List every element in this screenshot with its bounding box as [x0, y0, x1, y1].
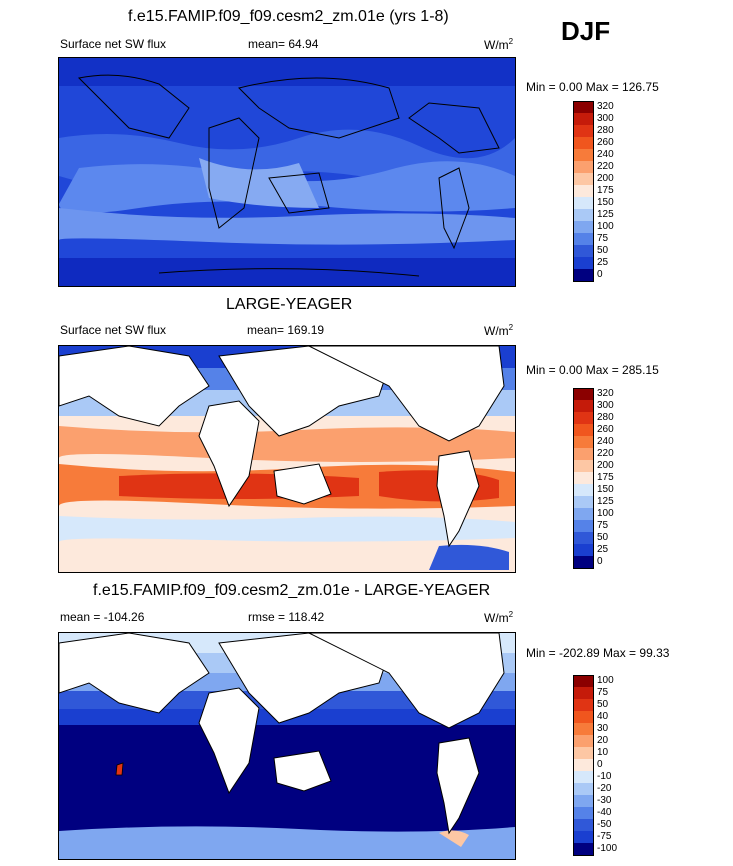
colorbar-label: 280	[597, 412, 614, 423]
colorbar-label: 125	[597, 496, 614, 507]
colorbar-label: -50	[597, 819, 612, 830]
colorbar-label: 220	[597, 448, 614, 459]
colorbar-label: 75	[597, 233, 609, 244]
panel3-title: f.e15.FAMIP.f09_f09.cesm2_zm.01e - LARGE…	[93, 582, 491, 599]
panel2-map	[58, 345, 516, 573]
colorbar-label: 220	[597, 161, 614, 172]
panel2-colorbar: 320 300 280 260 240 220 200 175 150 125 100 75 50 25 0	[573, 388, 633, 569]
colorbar-label: 260	[597, 424, 614, 435]
colorbar-label: 100	[597, 675, 614, 686]
colorbar-label: -20	[597, 783, 612, 794]
colorbar-swatch	[573, 269, 594, 282]
colorbar-label: 50	[597, 245, 609, 256]
colorbar-label: 100	[597, 221, 614, 232]
season-label: DJF	[561, 16, 611, 46]
panel1-units: W/m2	[484, 37, 514, 52]
colorbar-label: 175	[597, 185, 614, 196]
panel3-mean: mean = -104.26	[60, 610, 145, 624]
colorbar-label: 10	[597, 747, 609, 758]
colorbar-swatch	[573, 556, 594, 569]
panel2-mean: mean= 169.19	[247, 323, 325, 337]
colorbar-label: -30	[597, 795, 612, 806]
colorbar-label: 100	[597, 508, 614, 519]
panel1-title: f.e15.FAMIP.f09_f09.cesm2_zm.01e (yrs 1-…	[128, 8, 449, 25]
panel3-colorbar: 100 75 50 40 30 20 10 0 -10 -20 -30 -40 -50 -75 -100	[573, 675, 633, 856]
colorbar-label: 260	[597, 137, 614, 148]
colorbar-label: -40	[597, 807, 612, 818]
colorbar-label: 40	[597, 711, 609, 722]
colorbar-label: 0	[597, 759, 603, 770]
colorbar-label: 320	[597, 101, 614, 112]
colorbar-label: 320	[597, 388, 614, 399]
colorbar-label: 240	[597, 149, 614, 160]
panel2-units: W/m2	[484, 323, 514, 338]
panel1-colorbar: 320 300 280 260 240 220 200 175 150 125 100 75 50 25 0	[573, 101, 633, 282]
colorbar-label: 280	[597, 125, 614, 136]
colorbar-label: 50	[597, 532, 609, 543]
colorbar-label: 300	[597, 400, 614, 411]
colorbar-label: 50	[597, 699, 609, 710]
panel1-map	[58, 57, 516, 287]
panel3-rmse: rmse = 118.42	[248, 610, 325, 624]
colorbar-label: 25	[597, 257, 609, 268]
panel1-mean: mean= 64.94	[248, 37, 319, 51]
panel3-map	[58, 632, 516, 860]
panel3-minmax: Min = -202.89 Max = 99.33	[526, 646, 670, 660]
panel2-variable: Surface net SW flux	[60, 323, 167, 337]
colorbar-label: 25	[597, 544, 609, 555]
colorbar-swatch	[573, 843, 594, 856]
colorbar-label: -75	[597, 831, 612, 842]
panel2-title: LARGE-YEAGER	[226, 296, 353, 313]
panel1-minmax: Min = 0.00 Max = 126.75	[526, 80, 659, 94]
colorbar-label: -100	[597, 843, 618, 854]
colorbar-label: 175	[597, 472, 614, 483]
colorbar-label: 240	[597, 436, 614, 447]
colorbar-label: 300	[597, 113, 614, 124]
colorbar-label: 30	[597, 723, 609, 734]
panel1-variable: Surface net SW flux	[60, 37, 167, 51]
colorbar-label: 125	[597, 209, 614, 220]
colorbar-label: 0	[597, 556, 603, 567]
colorbar-label: 150	[597, 484, 614, 495]
colorbar-label: 200	[597, 173, 614, 184]
colorbar-label: 0	[597, 269, 603, 280]
colorbar-label: 150	[597, 197, 614, 208]
colorbar-label: 75	[597, 687, 609, 698]
panel2-minmax: Min = 0.00 Max = 285.15	[526, 363, 659, 377]
colorbar-label: 200	[597, 460, 614, 471]
colorbar-label: 20	[597, 735, 609, 746]
colorbar-label: 75	[597, 520, 609, 531]
panel3-units: W/m2	[484, 610, 514, 625]
colorbar-label: -10	[597, 771, 612, 782]
